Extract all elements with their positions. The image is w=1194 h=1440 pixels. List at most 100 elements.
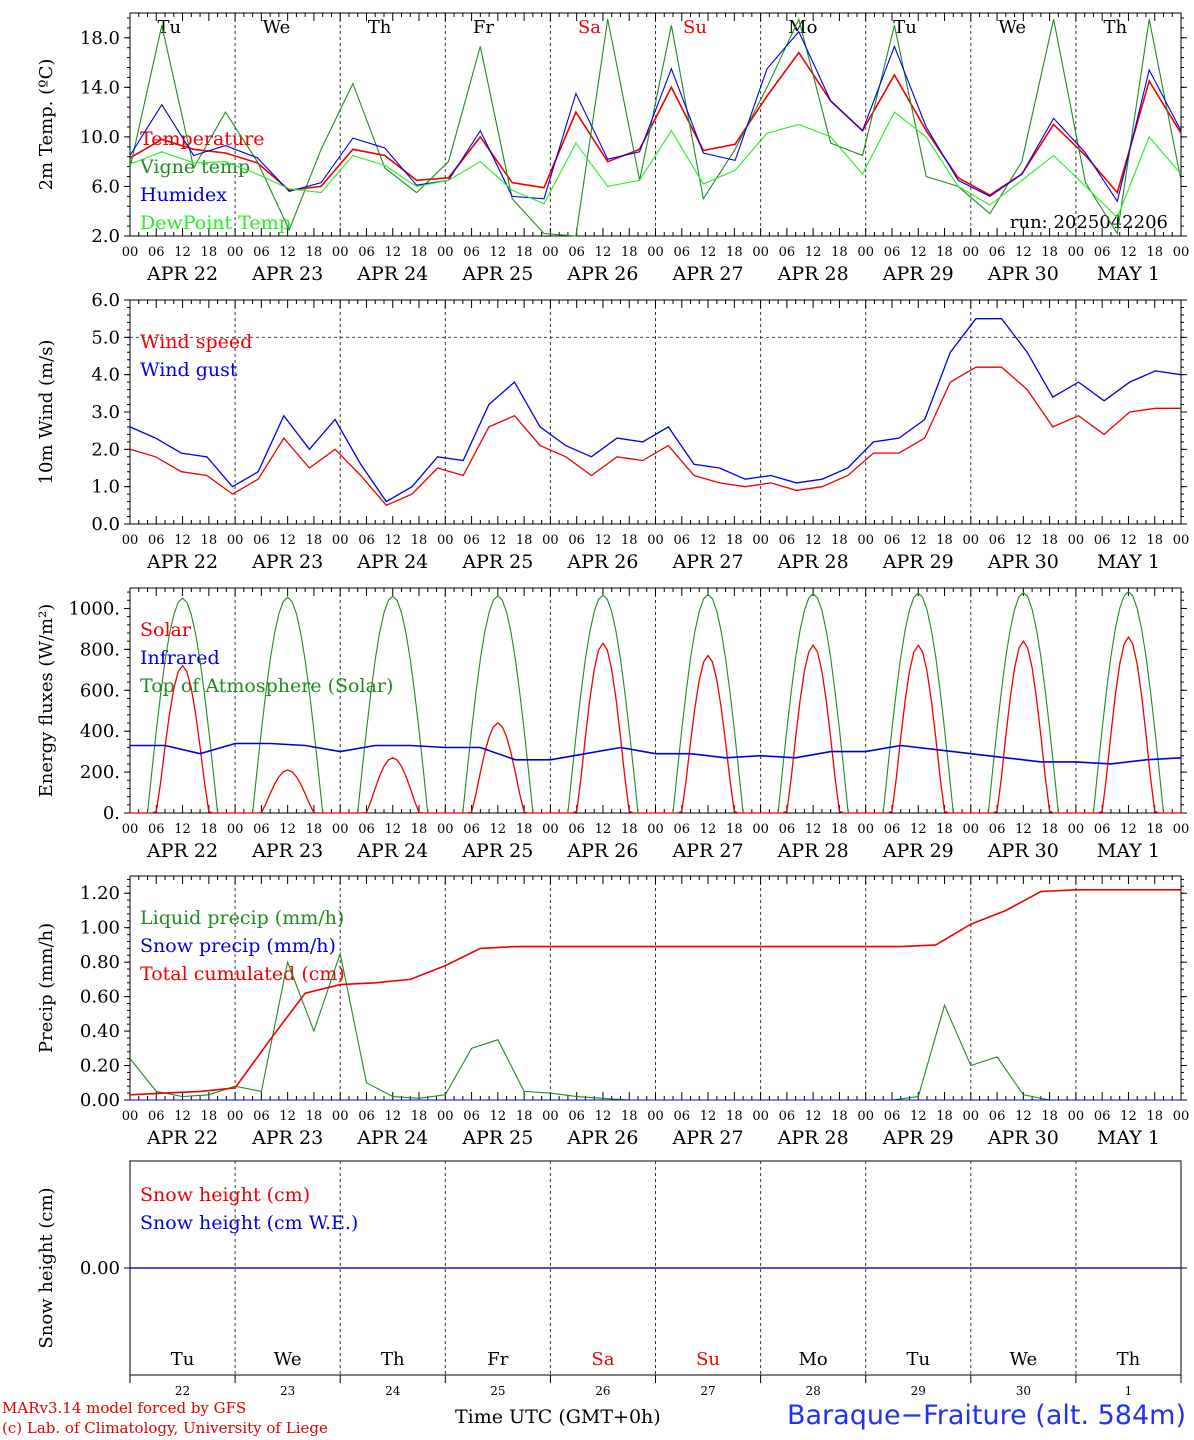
bottom-date-label: 25 (490, 1384, 505, 1398)
x-hour-label: 12 (1120, 533, 1137, 548)
y-tick-label: 0.00 (80, 1090, 120, 1111)
x-hour-label: 18 (306, 533, 323, 548)
x-hour-label: 00 (647, 1109, 664, 1124)
y-tick-label: 1000. (68, 598, 120, 619)
x-hour-label: 00 (437, 245, 454, 260)
y-tick-label: 0.20 (80, 1056, 120, 1077)
x-hour-label: 18 (1146, 245, 1163, 260)
x-hour-label: 12 (1120, 1109, 1137, 1124)
x-hour-label: 06 (1094, 533, 1111, 548)
x-hour-label: 12 (805, 245, 822, 260)
bottom-date-label: 26 (595, 1384, 610, 1398)
x-hour-label: 00 (857, 1109, 874, 1124)
y-tick-label: 600. (80, 680, 120, 701)
x-hour-label: 12 (384, 822, 401, 837)
x-date-label: APR 24 (356, 840, 428, 862)
y-tick-label: 10.0 (80, 127, 120, 148)
x-date-label: APR 22 (146, 1127, 218, 1149)
x-hour-label: 12 (910, 1109, 927, 1124)
x-hour-label: 12 (279, 822, 296, 837)
x-hour-label: 12 (910, 533, 927, 548)
bottom-day-label: Th (381, 1349, 405, 1370)
x-hour-label: 00 (1173, 245, 1190, 260)
x-hour-label: 12 (595, 1109, 612, 1124)
x-date-label: APR 29 (882, 840, 954, 862)
bottom-day-label: Tu (906, 1349, 930, 1370)
x-hour-label: 06 (253, 822, 270, 837)
y-tick-label: 1.20 (80, 883, 120, 904)
x-hour-label: 06 (989, 1109, 1006, 1124)
x-hour-label: 18 (831, 245, 848, 260)
x-hour-label: 18 (306, 822, 323, 837)
x-hour-label: 18 (1146, 822, 1163, 837)
x-hour-label: 00 (437, 1109, 454, 1124)
x-hour-label: 06 (358, 1109, 375, 1124)
x-hour-label: 06 (779, 822, 796, 837)
bottom-day-label: We (1010, 1349, 1038, 1370)
x-hour-label: 00 (332, 1109, 349, 1124)
x-hour-label: 12 (174, 533, 191, 548)
y-tick-label: 6.0 (91, 290, 120, 311)
x-hour-label: 12 (490, 245, 507, 260)
x-date-label: APR 27 (672, 263, 744, 285)
x-hour-label: 00 (647, 245, 664, 260)
x-hour-label: 06 (463, 533, 480, 548)
x-hour-label: 18 (516, 1109, 533, 1124)
y-tick-label: 4.0 (91, 365, 120, 386)
x-hour-label: 12 (805, 1109, 822, 1124)
x-hour-label: 00 (1068, 533, 1085, 548)
x-hour-label: 06 (989, 822, 1006, 837)
x-hour-label: 06 (463, 822, 480, 837)
x-hour-label: 18 (936, 245, 953, 260)
x-hour-label: 00 (752, 822, 769, 837)
x-hour-label: 12 (279, 533, 296, 548)
panel-frame-temp (129, 12, 1182, 237)
y-axis-label-energy: Energy fluxes (W/m²) (36, 604, 57, 798)
x-hour-label: 00 (542, 822, 559, 837)
y-axis-label-precip: Precip (mm/h) (36, 923, 57, 1053)
series-line-solar (130, 635, 1181, 814)
x-hour-label: 18 (1146, 533, 1163, 548)
x-hour-label: 18 (726, 245, 743, 260)
x-hour-label: 06 (253, 245, 270, 260)
x-hour-label: 06 (148, 1109, 165, 1124)
x-date-label: APR 26 (566, 551, 638, 573)
x-hour-label: 06 (568, 1109, 585, 1124)
x-hour-label: 18 (1041, 822, 1058, 837)
x-hour-label: 18 (936, 533, 953, 548)
x-hour-label: 00 (122, 822, 139, 837)
x-hour-label: 06 (148, 533, 165, 548)
legend-entry: Infrared (140, 647, 220, 669)
legend-entry: Humidex (140, 184, 227, 206)
y-axis-label-temp: 2m Temp. (ºC) (36, 59, 57, 191)
x-hour-label: 18 (201, 245, 218, 260)
x-hour-label: 00 (752, 1109, 769, 1124)
x-hour-label: 00 (1173, 822, 1190, 837)
x-hour-label: 00 (857, 822, 874, 837)
x-hour-label: 18 (831, 533, 848, 548)
x-hour-label: 12 (595, 245, 612, 260)
y-tick-label: 400. (80, 721, 120, 742)
bottom-day-label: Su (696, 1349, 720, 1370)
x-hour-label: 12 (1120, 822, 1137, 837)
x-hour-label: 18 (831, 1109, 848, 1124)
x-hour-label: 12 (700, 245, 717, 260)
x-date-label: APR 30 (987, 551, 1059, 573)
series-line-wind-gust (129, 318, 1182, 503)
x-hour-label: 06 (674, 1109, 691, 1124)
x-hour-label: 00 (332, 822, 349, 837)
bottom-date-label: 1 (1125, 1384, 1133, 1398)
x-hour-label: 00 (122, 533, 139, 548)
top-day-label: Fr (473, 17, 494, 38)
x-hour-label: 06 (674, 245, 691, 260)
x-hour-label: 06 (884, 533, 901, 548)
x-hour-label: 00 (857, 245, 874, 260)
x-hour-label: 06 (148, 822, 165, 837)
x-date-label: MAY 1 (1097, 840, 1160, 862)
top-day-label: We (998, 17, 1026, 38)
credit-line-2: (c) Lab. of Climatology, University of L… (2, 1419, 328, 1437)
top-day-label: Mo (788, 17, 817, 38)
bottom-date-label: 30 (1016, 1384, 1031, 1398)
x-hour-label: 00 (752, 245, 769, 260)
legend-entry: Wind speed (140, 331, 252, 353)
